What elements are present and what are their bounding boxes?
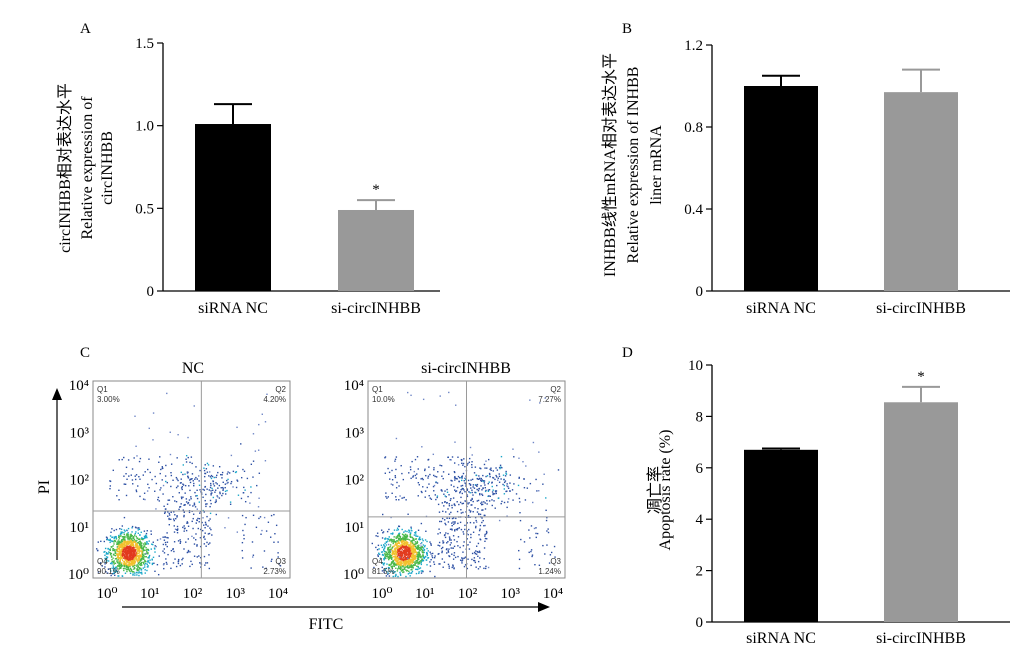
flow-plot-1-x-decade: 10² xyxy=(183,586,203,602)
panel-c-letter: C xyxy=(80,345,90,361)
panel-a-y-label-line-2: Relative expression of xyxy=(79,96,96,240)
panel-b-y-tick-label: 0.8 xyxy=(684,120,703,136)
flow-plot-1-y-decade: 10⁴ xyxy=(69,378,89,394)
panel-d-y-tick-label: 0 xyxy=(696,615,704,631)
flow-plot-1-q3-name: Q3 xyxy=(275,557,286,566)
panel-d-category-label-2: si-circINHBB xyxy=(876,630,966,647)
flow-plot-2-y-decade: 10³ xyxy=(345,425,365,441)
flow-plot-1-q2-percent: 4.20% xyxy=(263,395,286,404)
flow-plot-2-q3-percent: 1.24% xyxy=(538,567,561,576)
panel-b-letter: B xyxy=(622,21,632,37)
flow-plot-2-q4-percent: 81.5% xyxy=(372,567,395,576)
panel-a-significance-2: * xyxy=(372,182,380,198)
flow-plot-1-x-decade: 10¹ xyxy=(140,586,160,602)
flow-plot-2-q1-percent: 10.0% xyxy=(372,395,395,404)
panel-b-y-label-line-3: liner mRNA xyxy=(648,125,665,205)
panel-b-y-tick-label: 1.2 xyxy=(684,38,703,54)
panel-a-y-label-line-3: circINHBB xyxy=(99,131,116,205)
pi-axis-arrow-icon xyxy=(52,388,62,400)
panel-b-bar-1 xyxy=(744,86,818,291)
panel-a-bar-1 xyxy=(195,124,271,291)
flow-plot-2-y-decade: 10⁴ xyxy=(344,378,364,394)
pi-axis-label: PI xyxy=(36,480,53,494)
panel-c-flow-cytometry: CNCQ13.00%Q24.20%Q32.73%Q490.1%10⁰10⁰10¹… xyxy=(36,345,566,633)
flow-plot-1-x-decade: 10³ xyxy=(226,586,246,602)
panel-d-y-tick-label: 4 xyxy=(696,512,704,528)
panel-d-y-label-line-2: Apoptosis rate (%) xyxy=(657,430,674,551)
panel-b-category-label-1: siRNA NC xyxy=(746,300,816,317)
flow-plot-1-x-decade: 10⁴ xyxy=(268,586,288,602)
panel-d-y-tick-label: 2 xyxy=(696,564,704,580)
flow-plot-2-q3-name: Q3 xyxy=(550,557,561,566)
panel-d-bar-2 xyxy=(884,402,958,622)
panel-a-y-tick-label: 1.5 xyxy=(135,36,154,52)
flow-plot-1-x-decade: 10⁰ xyxy=(96,586,117,602)
flow-plot-1-y-decade: 10¹ xyxy=(70,520,90,536)
flow-plot-2-q4-name: Q4 xyxy=(372,557,383,566)
panel-a-y-tick-label: 0 xyxy=(147,284,155,300)
flow-plot-2-title: si-circINHBB xyxy=(421,360,511,377)
flow-plot-2-y-decade: 10¹ xyxy=(345,520,365,536)
panel-d-bar-chart: D 0 2 4 6 8 10 siRNA NC * si-circINHBB 凋亡率Apoptosi… xyxy=(622,345,1010,647)
panel-d-bar-1 xyxy=(744,449,818,622)
flow-plot-1-q3-percent: 2.73% xyxy=(263,567,286,576)
flow-plot-1-q4-percent: 90.1% xyxy=(97,567,120,576)
panel-a-bar-chart: A 0 0.5 1.0 1.5 siRNA NC * si-circINHBB circINHB… xyxy=(56,21,440,317)
flow-plot-1-q2-name: Q2 xyxy=(275,385,286,394)
flow-plot-2-x-decade: 10³ xyxy=(501,586,521,602)
panel-d-y-label-line-1: 凋亡率 xyxy=(646,466,664,514)
flow-plot-1-q1-name: Q1 xyxy=(97,385,108,394)
panel-a-y-tick-label: 0.5 xyxy=(135,201,154,217)
flow-plot-1-events xyxy=(95,392,282,577)
flow-plot-2-q1-name: Q1 xyxy=(372,385,383,394)
flow-plot-2-y-decade: 10² xyxy=(345,473,365,489)
flow-plot-1-y-decade: 10⁰ xyxy=(68,567,89,583)
panel-d-category-label-1: siRNA NC xyxy=(746,630,816,647)
fitc-axis-arrow-icon xyxy=(538,602,550,612)
panel-b-bar-chart: B 0 0.4 0.8 1.2 siRNA NC si-circINHBB INHBB线性mR… xyxy=(601,21,1010,317)
panel-d-y-tick-label: 10 xyxy=(688,358,703,374)
panel-b-category-label-2: si-circINHBB xyxy=(876,300,966,317)
panel-a-y-label-line-1: circINHBB相对表达水平 xyxy=(56,83,74,253)
flow-plot-2-x-decade: 10¹ xyxy=(415,586,435,602)
panel-b-y-tick-label: 0 xyxy=(696,284,704,300)
panel-b-y-tick-label: 0.4 xyxy=(684,202,703,218)
panel-d-y-tick-label: 8 xyxy=(696,409,704,425)
flow-plot-2-q2-percent: 7.27% xyxy=(538,395,561,404)
flow-plot-1-y-decade: 10³ xyxy=(70,425,90,441)
panel-a-category-label-1: siRNA NC xyxy=(198,300,268,317)
fitc-axis-label: FITC xyxy=(309,616,344,633)
panel-d-letter: D xyxy=(622,345,633,361)
flow-plot-2-x-decade: 10⁴ xyxy=(543,586,563,602)
flow-plot-2-q2-name: Q2 xyxy=(550,385,561,394)
panel-b-bar-2 xyxy=(884,92,958,292)
flow-plot-2-y-decade: 10⁰ xyxy=(343,567,364,583)
flow-plot-2-x-decade: 10⁰ xyxy=(371,586,392,602)
panel-b-y-label-line-2: Relative expression of INHBB xyxy=(625,67,642,264)
flow-plot-2-x-decade: 10² xyxy=(458,586,478,602)
panel-a-y-tick-label: 1.0 xyxy=(135,119,154,135)
panel-a-category-label-2: si-circINHBB xyxy=(331,300,421,317)
panel-a-bar-2 xyxy=(338,209,414,291)
panel-d-y-tick-label: 6 xyxy=(696,461,704,477)
flow-plot-2-events xyxy=(371,391,560,578)
flow-plot-1-y-decade: 10² xyxy=(70,473,90,489)
panel-a-letter: A xyxy=(80,21,91,37)
panel-d-significance-2: * xyxy=(917,369,925,385)
flow-plot-1-q4-name: Q4 xyxy=(97,557,108,566)
panel-b-y-label-line-1: INHBB线性mRNA相对表达水平 xyxy=(601,53,619,277)
flow-plot-1-q1-percent: 3.00% xyxy=(97,395,120,404)
flow-plot-1-title: NC xyxy=(182,360,204,377)
